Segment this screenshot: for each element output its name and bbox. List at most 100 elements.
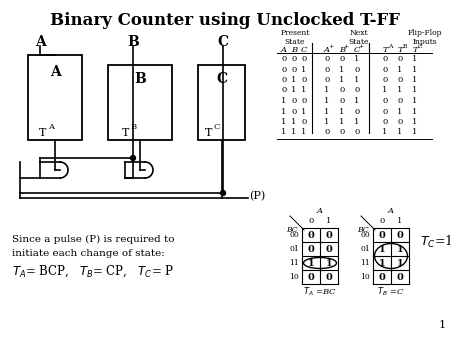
Circle shape (130, 155, 135, 161)
Text: 0: 0 (382, 118, 387, 126)
Text: 1: 1 (397, 128, 403, 137)
Text: 0: 0 (281, 87, 287, 95)
Text: 0: 0 (397, 55, 403, 63)
Text: 0: 0 (292, 55, 297, 63)
Text: 0: 0 (382, 76, 387, 84)
Text: 0: 0 (292, 107, 297, 116)
Text: T: T (122, 128, 130, 138)
Text: B: B (134, 72, 146, 86)
Text: 01: 01 (360, 245, 370, 253)
Text: A: A (35, 35, 45, 49)
Text: 0: 0 (325, 272, 333, 282)
Text: 1: 1 (412, 66, 418, 73)
Text: A: A (388, 44, 392, 49)
Text: 0: 0 (339, 55, 345, 63)
Text: 1: 1 (291, 118, 297, 126)
Text: 1: 1 (412, 107, 418, 116)
Text: 1: 1 (412, 55, 418, 63)
Text: T: T (382, 46, 388, 54)
Text: 0: 0 (308, 217, 314, 225)
Text: 1: 1 (382, 87, 388, 95)
Text: 1: 1 (324, 97, 330, 105)
Text: 1: 1 (397, 107, 403, 116)
Text: 0: 0 (302, 76, 306, 84)
Text: 1: 1 (354, 97, 360, 105)
Text: Next
State: Next State (349, 29, 369, 46)
Text: 1: 1 (324, 107, 330, 116)
Text: C: C (301, 46, 307, 54)
Text: 0: 0 (302, 97, 306, 105)
Text: 1: 1 (281, 107, 287, 116)
Text: 0: 0 (378, 231, 386, 240)
Text: B: B (131, 123, 137, 131)
Text: 0: 0 (396, 272, 404, 282)
Text: Flip-Flop
Inputs: Flip-Flop Inputs (408, 29, 442, 46)
Text: 1: 1 (354, 118, 360, 126)
Text: 10: 10 (360, 273, 370, 281)
Text: 0: 0 (324, 55, 329, 63)
Text: 1: 1 (397, 217, 403, 225)
Text: 0: 0 (325, 244, 333, 254)
Text: A: A (388, 207, 394, 215)
Text: 1: 1 (291, 87, 297, 95)
Text: A: A (48, 123, 54, 131)
Text: 0: 0 (396, 231, 404, 240)
Text: C: C (354, 46, 360, 54)
Text: 0: 0 (324, 76, 329, 84)
Text: 0: 0 (355, 87, 360, 95)
Text: $T_A$= BCP,   $T_B$= CP,   $T_C$= P: $T_A$= BCP, $T_B$= CP, $T_C$= P (12, 264, 174, 280)
Text: 1: 1 (339, 66, 345, 73)
Text: 1: 1 (302, 107, 307, 116)
Text: T: T (412, 46, 418, 54)
Text: 1: 1 (302, 128, 307, 137)
Text: 0: 0 (325, 231, 333, 240)
Text: 11: 11 (289, 259, 299, 267)
Text: 10: 10 (289, 273, 299, 281)
Text: 1: 1 (339, 107, 345, 116)
Text: 0: 0 (302, 118, 306, 126)
Text: 0: 0 (382, 66, 387, 73)
Text: T: T (205, 128, 213, 138)
Text: 1: 1 (354, 55, 360, 63)
Text: 1: 1 (439, 320, 446, 330)
Text: 0: 0 (382, 55, 387, 63)
Text: 0: 0 (324, 66, 329, 73)
Text: 0: 0 (382, 97, 387, 105)
Text: T: T (39, 128, 47, 138)
Text: 01: 01 (289, 245, 299, 253)
Text: 1: 1 (412, 118, 418, 126)
Text: 1: 1 (281, 118, 287, 126)
Text: 1: 1 (302, 66, 307, 73)
Text: 0: 0 (281, 66, 287, 73)
Text: 0: 0 (339, 128, 345, 137)
Text: 0: 0 (355, 66, 360, 73)
Text: $T_A$ =BC: $T_A$ =BC (303, 286, 337, 298)
Text: 0: 0 (397, 76, 403, 84)
Text: 0: 0 (355, 107, 360, 116)
Text: 0: 0 (324, 128, 329, 137)
Text: 1: 1 (281, 128, 287, 137)
Text: 1: 1 (302, 87, 307, 95)
Text: 1: 1 (339, 76, 345, 84)
Text: 1: 1 (412, 76, 418, 84)
Text: C: C (216, 72, 228, 86)
Text: 0: 0 (292, 66, 297, 73)
Text: $T_C$=1: $T_C$=1 (419, 234, 450, 250)
Bar (28, 55, 82, 140)
Text: Present
State: Present State (280, 29, 310, 46)
Text: 0: 0 (281, 76, 287, 84)
Text: 1: 1 (354, 76, 360, 84)
Text: BC: BC (286, 226, 298, 234)
Text: 0: 0 (355, 128, 360, 137)
Text: 1: 1 (397, 87, 403, 95)
Bar (198, 65, 245, 140)
Text: initiate each change of state:: initiate each change of state: (12, 249, 165, 258)
Text: +: + (358, 44, 364, 49)
Text: $T_B$ =C: $T_B$ =C (378, 286, 405, 298)
Text: 1: 1 (412, 97, 418, 105)
Text: 1: 1 (412, 128, 418, 137)
Text: 0: 0 (292, 97, 297, 105)
Text: Since a pulse (P) is required to: Since a pulse (P) is required to (12, 235, 175, 244)
Bar (108, 65, 172, 140)
Text: A: A (50, 65, 60, 79)
